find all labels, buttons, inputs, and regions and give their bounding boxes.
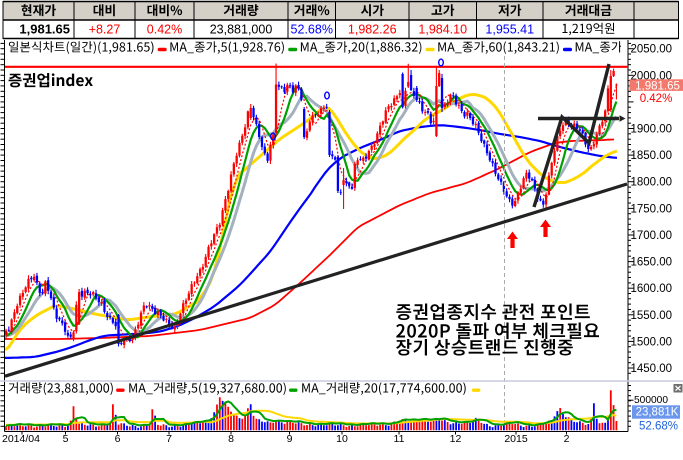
svg-text:1,981.65: 1,981.65 (635, 80, 680, 92)
svg-text:1750.00: 1750.00 (631, 203, 673, 215)
svg-text:52.68%: 52.68% (639, 420, 678, 432)
svg-text:1550.00: 1550.00 (631, 310, 673, 322)
svg-text:1,981.65: 1,981.65 (19, 22, 70, 37)
svg-text:1,984.10: 1,984.10 (418, 23, 467, 37)
svg-text:10: 10 (336, 433, 348, 445)
svg-text:1600.00: 1600.00 (631, 283, 673, 295)
svg-text:0.42%: 0.42% (147, 23, 182, 37)
svg-text:2: 2 (564, 433, 570, 445)
svg-text:1650.00: 1650.00 (631, 257, 673, 269)
svg-text:1500.00: 1500.00 (631, 336, 673, 348)
svg-text:11: 11 (394, 433, 405, 445)
svg-text:12: 12 (450, 433, 462, 445)
svg-text:1450.00: 1450.00 (631, 363, 673, 375)
svg-text:1850.00: 1850.00 (631, 150, 673, 162)
svg-text:1,982.26: 1,982.26 (348, 23, 397, 37)
svg-text:2050.00: 2050.00 (631, 44, 673, 56)
svg-text:0.42%: 0.42% (640, 93, 673, 105)
svg-text:5: 5 (63, 433, 69, 445)
svg-text:52.68%: 52.68% (291, 23, 333, 37)
svg-text:9: 9 (287, 433, 293, 445)
svg-text:1900.00: 1900.00 (631, 124, 673, 136)
svg-text:8: 8 (228, 433, 234, 445)
svg-text:23,881,000: 23,881,000 (210, 23, 273, 37)
svg-text:+8.27: +8.27 (89, 23, 121, 37)
svg-text:1800.00: 1800.00 (631, 177, 673, 189)
svg-text:2014/04: 2014/04 (2, 433, 40, 445)
svg-text:500000: 500000 (634, 395, 668, 406)
svg-text:6: 6 (115, 433, 121, 445)
svg-text:1700.00: 1700.00 (631, 230, 673, 242)
svg-text:2015: 2015 (504, 433, 528, 445)
svg-text:7: 7 (166, 433, 172, 445)
svg-text:1,955.41: 1,955.41 (485, 23, 534, 37)
svg-text:23,881K: 23,881K (636, 407, 679, 419)
